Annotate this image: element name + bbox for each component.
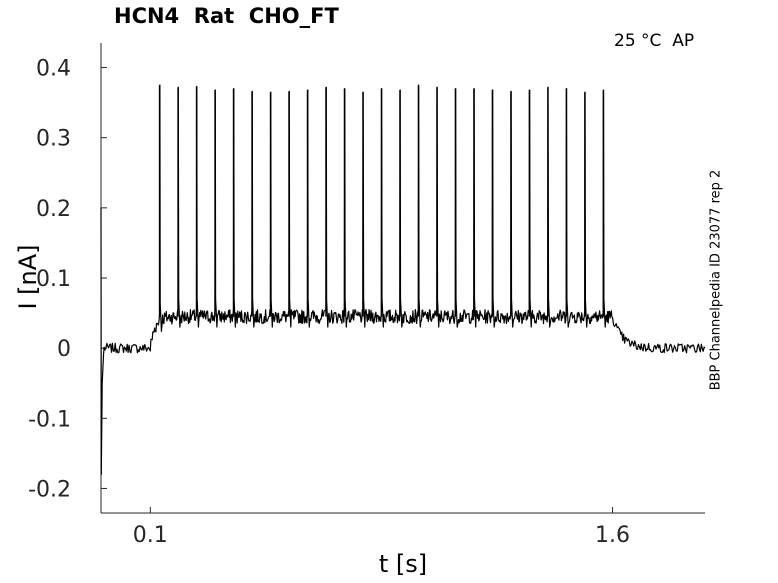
- y-tick-label: 0.2: [36, 197, 71, 222]
- y-tick-label: -0.1: [28, 407, 71, 432]
- y-axis-label: I [nA]: [14, 244, 42, 310]
- y-tick-label: 0.4: [36, 57, 71, 82]
- axes: 0.4 0.3 0.2 0.1 0 -0.1 -0.2 0.1 1.6: [28, 43, 705, 548]
- y-tick-label: 0.3: [36, 127, 71, 152]
- x-axis-label: t [s]: [378, 550, 428, 578]
- x-tick-label: 1.6: [595, 523, 630, 548]
- y-tick-label: 0: [57, 337, 71, 362]
- current-trace-line: [100, 84, 706, 475]
- channelpedia-id-label: BBP Channelpedia ID 23077 rep 2: [708, 169, 724, 391]
- current-trace: [100, 84, 706, 475]
- x-tick-label: 0.1: [133, 523, 168, 548]
- condition-label: 25 °C AP: [614, 31, 695, 51]
- y-tick-label: 0.1: [36, 267, 71, 292]
- chart-title: HCN4 Rat CHO_FT: [114, 4, 339, 28]
- y-tick-label: -0.2: [28, 477, 71, 502]
